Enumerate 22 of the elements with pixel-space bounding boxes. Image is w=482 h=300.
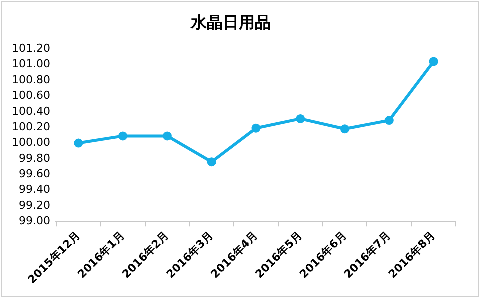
y-tick-label: 99.80	[18, 152, 50, 165]
y-tick-label: 100.40	[12, 104, 50, 118]
point	[429, 57, 438, 66]
point	[162, 132, 172, 141]
chart-title: 水晶日用品	[190, 12, 271, 32]
point	[384, 116, 394, 126]
y-tick-label: 100.60	[12, 89, 50, 102]
point	[252, 124, 261, 133]
y-tick-label: 99.40	[18, 183, 50, 196]
y-tick-label: 100.20	[12, 120, 50, 134]
y-tick-label: 99.20	[18, 198, 50, 212]
y-tick-label: 100.00	[12, 136, 50, 150]
point	[118, 132, 128, 141]
point	[207, 158, 216, 167]
y-tick-label: 100.80	[12, 73, 50, 86]
y-tick-label: 99.60	[18, 167, 50, 180]
point	[74, 138, 84, 148]
y-tick-label: 101.00	[12, 58, 50, 71]
y-tick-label: 101.20	[12, 42, 50, 56]
y-tick-label: 99.00	[18, 214, 50, 228]
point	[296, 114, 306, 124]
point	[340, 124, 350, 134]
